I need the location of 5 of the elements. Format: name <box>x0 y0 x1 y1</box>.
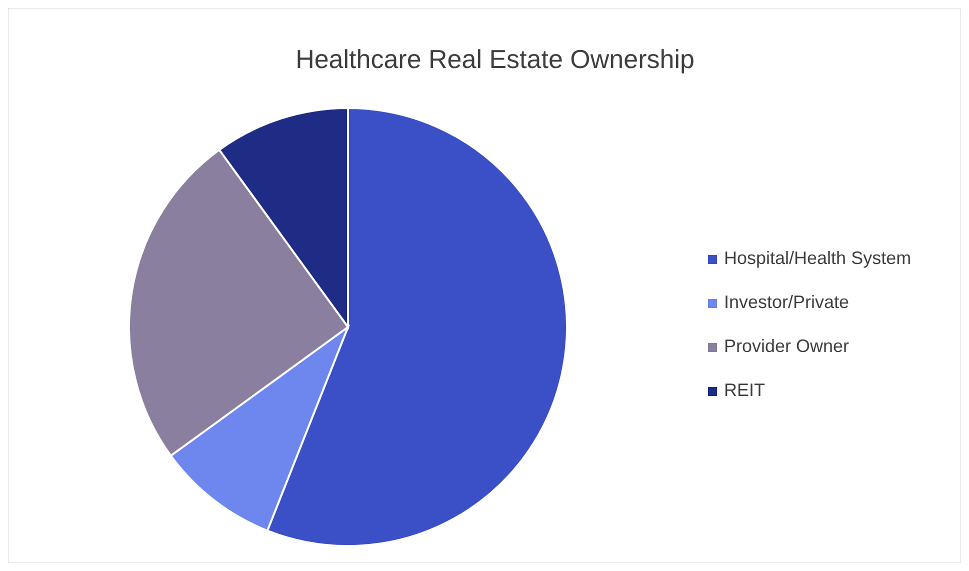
legend-label: Investor/Private <box>724 292 850 312</box>
legend-label: REIT <box>724 380 766 400</box>
chart-title: Healthcare Real Estate Ownership <box>296 44 694 74</box>
legend-label: Provider Owner <box>724 336 850 356</box>
legend-label: Hospital/Health System <box>724 248 912 268</box>
